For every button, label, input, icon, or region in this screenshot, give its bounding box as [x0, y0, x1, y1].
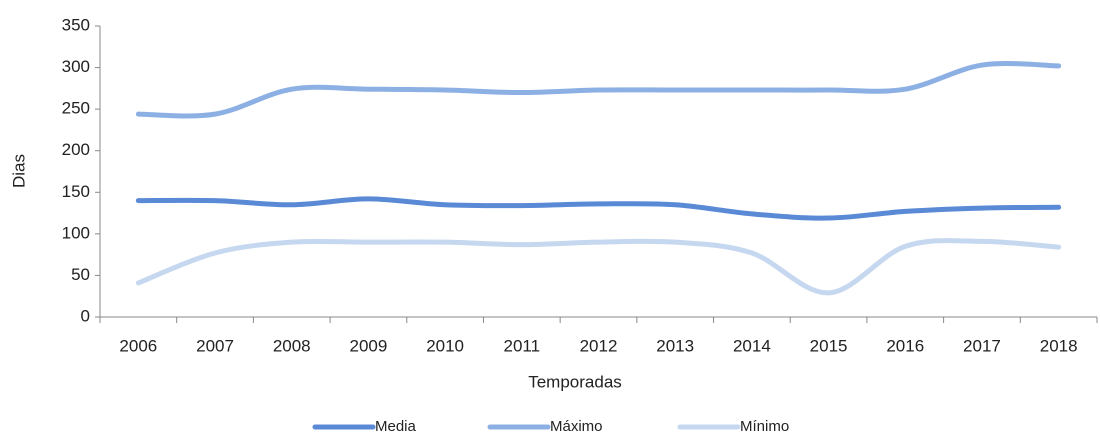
legend-label: Media [375, 418, 417, 435]
x-tick-label: 2010 [426, 336, 464, 355]
x-tick-label: 2015 [810, 336, 848, 355]
x-tick-label: 2006 [119, 336, 157, 355]
y-tick-label: 250 [62, 99, 90, 118]
x-tick-label: 2012 [580, 336, 618, 355]
y-tick-label: 300 [62, 57, 90, 76]
x-tick-label: 2014 [733, 336, 771, 355]
y-axis-title: Dias [9, 154, 28, 188]
x-tick-label: 2008 [273, 336, 311, 355]
x-tick-label: 2017 [963, 336, 1001, 355]
y-tick-label: 150 [62, 182, 90, 201]
line [135, 196, 1062, 221]
x-tick-label: 2011 [504, 336, 541, 355]
line [135, 61, 1062, 119]
line [135, 238, 1062, 296]
x-axis-title: Temporadas [528, 372, 622, 391]
y-tick-label: 0 [81, 306, 90, 325]
x-tick-label: 2018 [1040, 336, 1078, 355]
legend-label: Mínimo [740, 418, 789, 435]
y-tick-label: 100 [62, 223, 90, 242]
y-tick-label: 200 [62, 140, 90, 159]
legend-label: Máximo [550, 418, 603, 435]
x-tick-label: 2016 [886, 336, 924, 355]
y-tick-label: 50 [71, 265, 90, 284]
x-tick-label: 2009 [350, 336, 388, 355]
y-tick-label: 350 [62, 15, 90, 34]
x-tick-label: 2013 [656, 336, 694, 355]
x-tick-label: 2007 [196, 336, 234, 355]
